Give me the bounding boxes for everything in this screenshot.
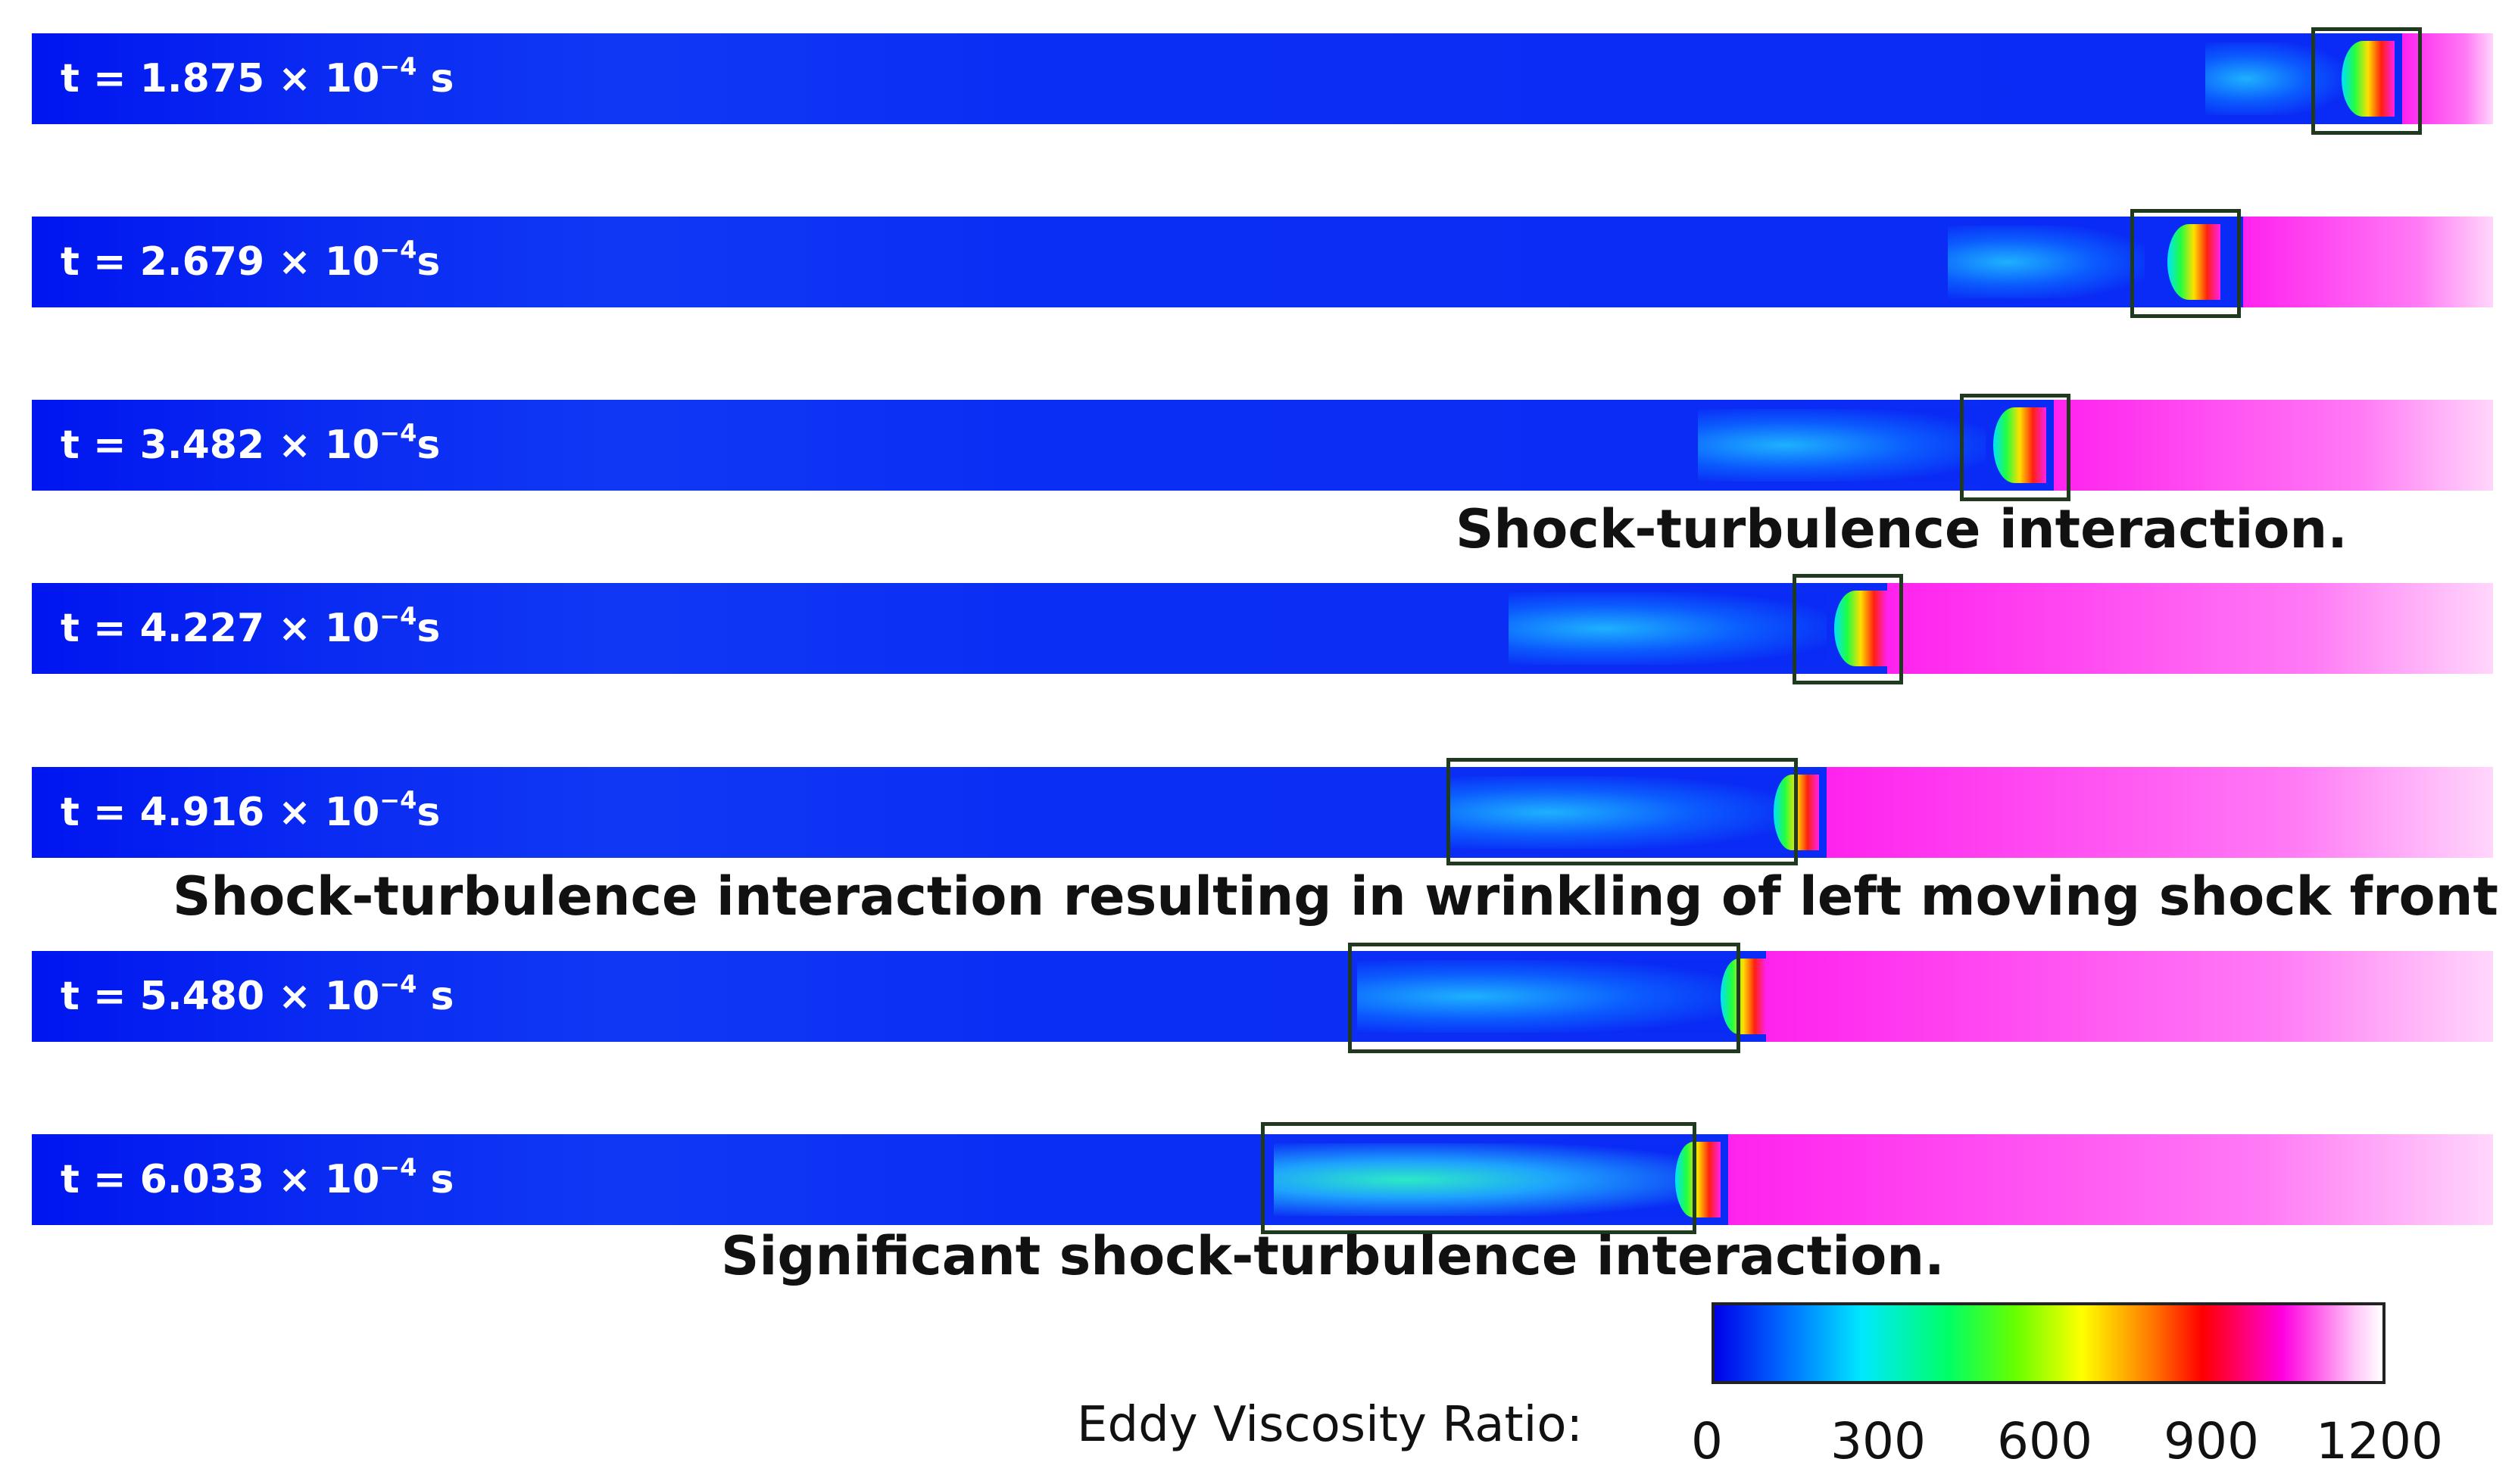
contour-panel-3: t = 3.482 × 10−4s — [32, 400, 2493, 491]
shock-highlight-box — [1261, 1122, 1696, 1234]
colorbar-tick: 900 — [2164, 1412, 2259, 1470]
annotation-shock-wrinkling: Shock-turbulence interaction resulting i… — [173, 865, 2515, 928]
contour-panel-4: t = 4.227 × 10−4s — [32, 583, 2493, 674]
post-shock-region — [2243, 217, 2493, 307]
contour-panel-1: t = 1.875 × 10−4 s — [32, 33, 2493, 124]
contour-panel-7: t = 6.033 × 10−4 s — [32, 1134, 2493, 1225]
contour-panel-6: t = 5.480 × 10−4 s — [32, 951, 2493, 1042]
shock-front — [2167, 224, 2220, 300]
shock-front — [1834, 591, 1887, 666]
time-label: t = 3.482 × 10−4s — [61, 419, 441, 468]
turbulence-zone — [1448, 776, 1781, 849]
turbulence-zone — [1274, 1143, 1713, 1216]
turbulence-zone — [2205, 42, 2342, 115]
post-shock-region — [2402, 33, 2493, 124]
shock-highlight-box — [2311, 27, 2422, 135]
shock-front — [2342, 41, 2395, 117]
post-shock-region — [2054, 400, 2493, 491]
annotation-significant-interaction: Significant shock-turbulence interaction… — [721, 1225, 1945, 1287]
colorbar-tick: 600 — [1997, 1412, 2092, 1470]
post-shock-region — [1728, 1134, 2493, 1225]
post-shock-region — [1887, 583, 2493, 674]
post-shock-region — [1766, 951, 2493, 1042]
turbulence-zone — [1509, 592, 1827, 665]
colorbar — [1712, 1302, 2386, 1384]
shock-front — [1675, 1142, 1721, 1217]
colorbar-tick: 300 — [1830, 1412, 1926, 1470]
time-label: t = 4.916 × 10−4s — [61, 786, 441, 835]
time-label: t = 1.875 × 10−4 s — [61, 52, 454, 101]
shock-highlight-box — [1793, 574, 1903, 684]
shock-highlight-box — [2130, 209, 2241, 318]
shock-highlight-box — [1446, 758, 1798, 865]
shock-highlight-box — [1348, 943, 1740, 1053]
shock-highlight-box — [1960, 394, 2070, 501]
time-label: t = 5.480 × 10−4 s — [61, 970, 454, 1019]
time-label: t = 4.227 × 10−4s — [61, 602, 441, 651]
turbulence-zone — [1357, 960, 1736, 1033]
turbulence-zone — [1948, 226, 2145, 298]
annotation-shock-turbulence: Shock-turbulence interaction. — [1456, 498, 2348, 560]
time-label: t = 2.679 × 10−4s — [61, 235, 441, 285]
contour-panel-5: t = 4.916 × 10−4s — [32, 767, 2493, 858]
shock-front — [1993, 407, 2046, 483]
colorbar-title: Eddy Viscosity Ratio: — [1077, 1397, 1584, 1453]
time-label: t = 6.033 × 10−4 s — [61, 1153, 454, 1202]
colorbar-tick: 1200 — [2316, 1412, 2443, 1470]
contour-panel-2: t = 2.679 × 10−4s — [32, 217, 2493, 307]
turbulence-zone — [1698, 409, 1986, 482]
colorbar-tick: 0 — [1691, 1412, 1723, 1470]
post-shock-region — [1827, 767, 2493, 858]
shock-front — [1721, 959, 1766, 1034]
